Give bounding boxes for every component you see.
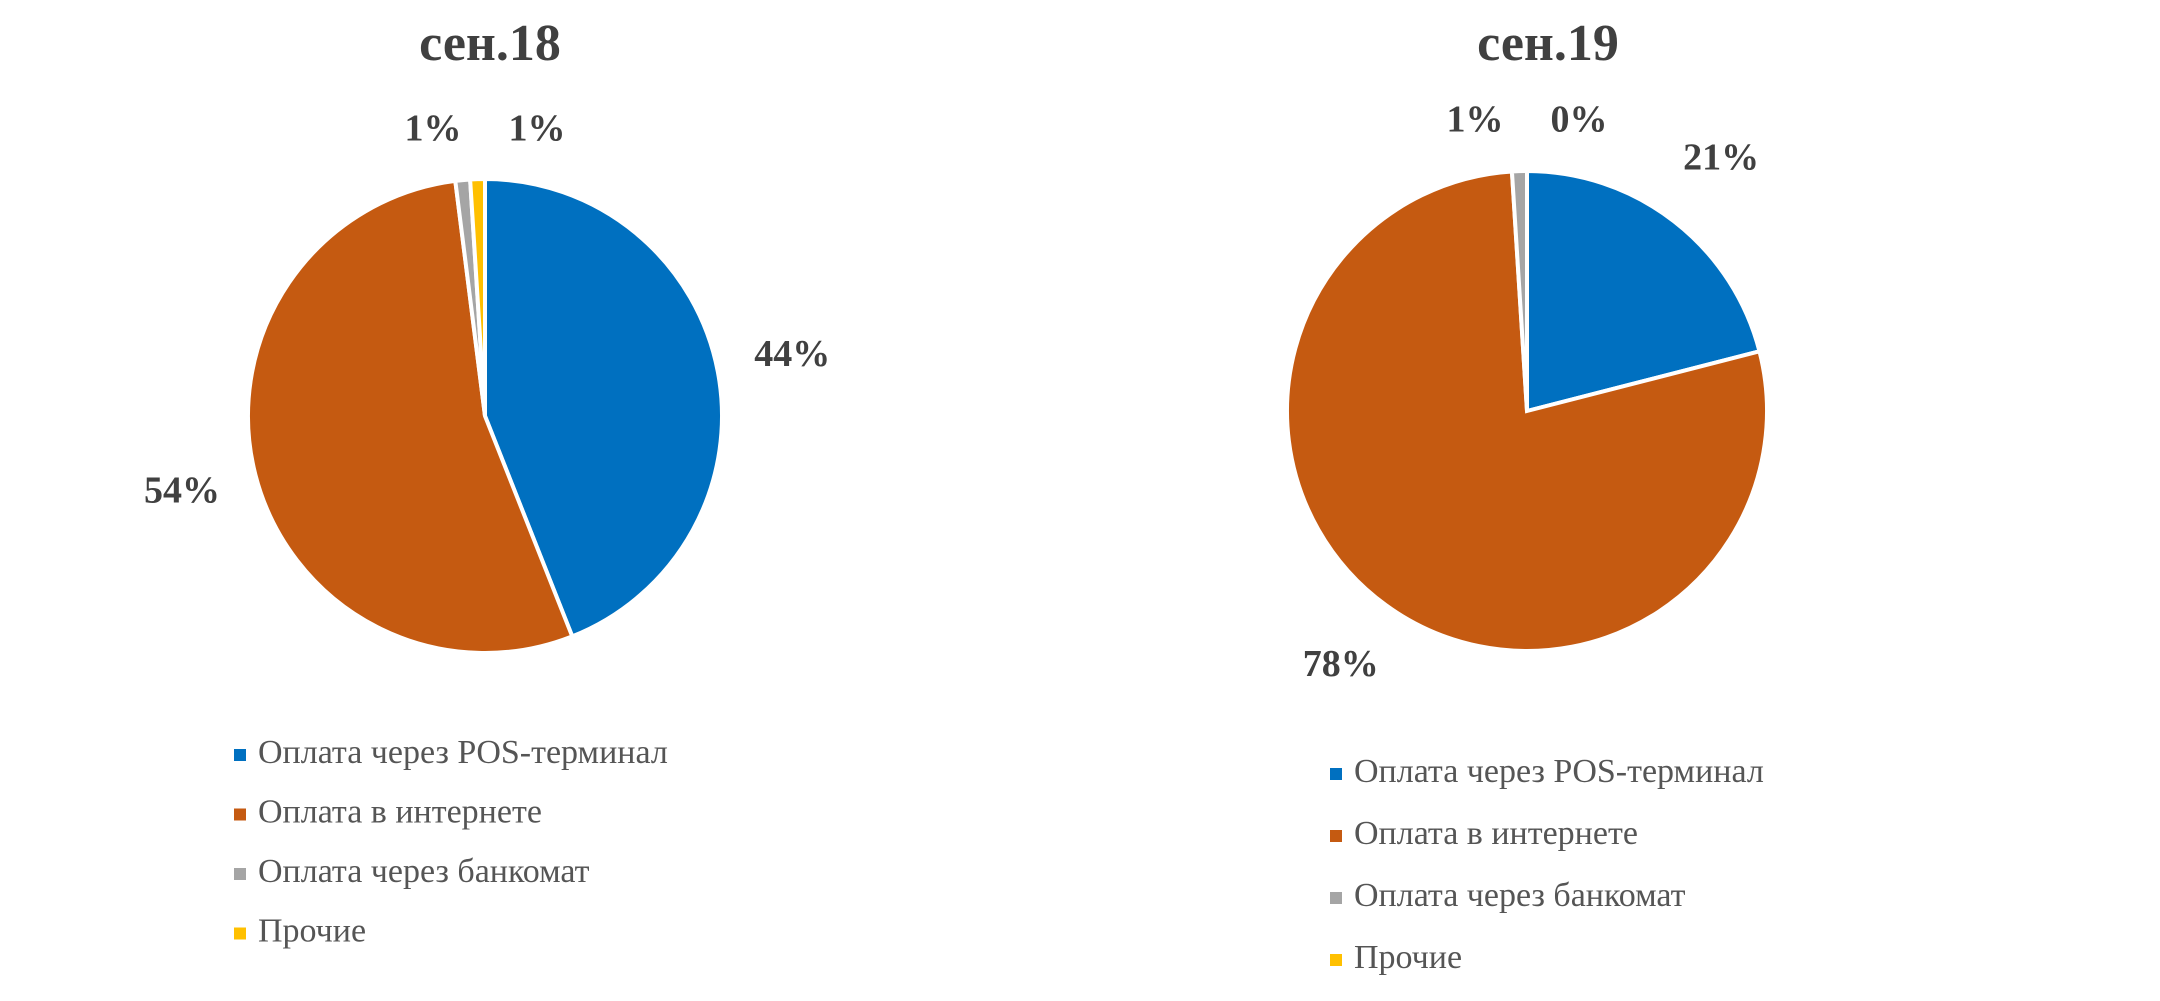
- data-label: 1%: [1447, 99, 1504, 141]
- legend-swatch: [234, 868, 246, 880]
- legend-swatch: [234, 749, 246, 761]
- data-label: 54%: [144, 470, 220, 512]
- chart-title: сен.18: [419, 15, 561, 72]
- legend-label: Прочие: [258, 912, 366, 949]
- pie-slice: [246, 178, 575, 655]
- legend-swatch: [1330, 954, 1342, 966]
- legend-swatch: [1330, 892, 1342, 904]
- pie-slice: [1525, 168, 1762, 414]
- legend-swatch: [234, 808, 246, 821]
- legend-label: Оплата через POS-терминал: [258, 734, 668, 771]
- legend-swatch: [1330, 768, 1342, 780]
- chart-title: сен.19: [1477, 15, 1619, 72]
- data-label: 21%: [1683, 136, 1759, 178]
- pie-slice: [467, 176, 487, 417]
- legend-label: Прочие: [1354, 939, 1462, 976]
- data-label: 0%: [1551, 99, 1608, 141]
- legend-swatch: [1330, 830, 1342, 842]
- data-label: 1%: [405, 107, 462, 149]
- legend-label: Оплата через POS-терминал: [1354, 753, 1764, 790]
- data-label: 78%: [1303, 643, 1379, 685]
- legend-label: Оплата через банкомат: [258, 853, 590, 890]
- legend-label: Оплата в интернете: [258, 793, 542, 830]
- pie-slice: [1285, 169, 1769, 653]
- data-label: 44%: [754, 333, 830, 375]
- legend-label: Оплата в интернете: [1354, 815, 1638, 852]
- legend-label: Оплата через банкомат: [1354, 877, 1686, 914]
- legend-swatch: [234, 927, 246, 940]
- data-label: 1%: [509, 107, 566, 149]
- pie-slice: [483, 176, 724, 639]
